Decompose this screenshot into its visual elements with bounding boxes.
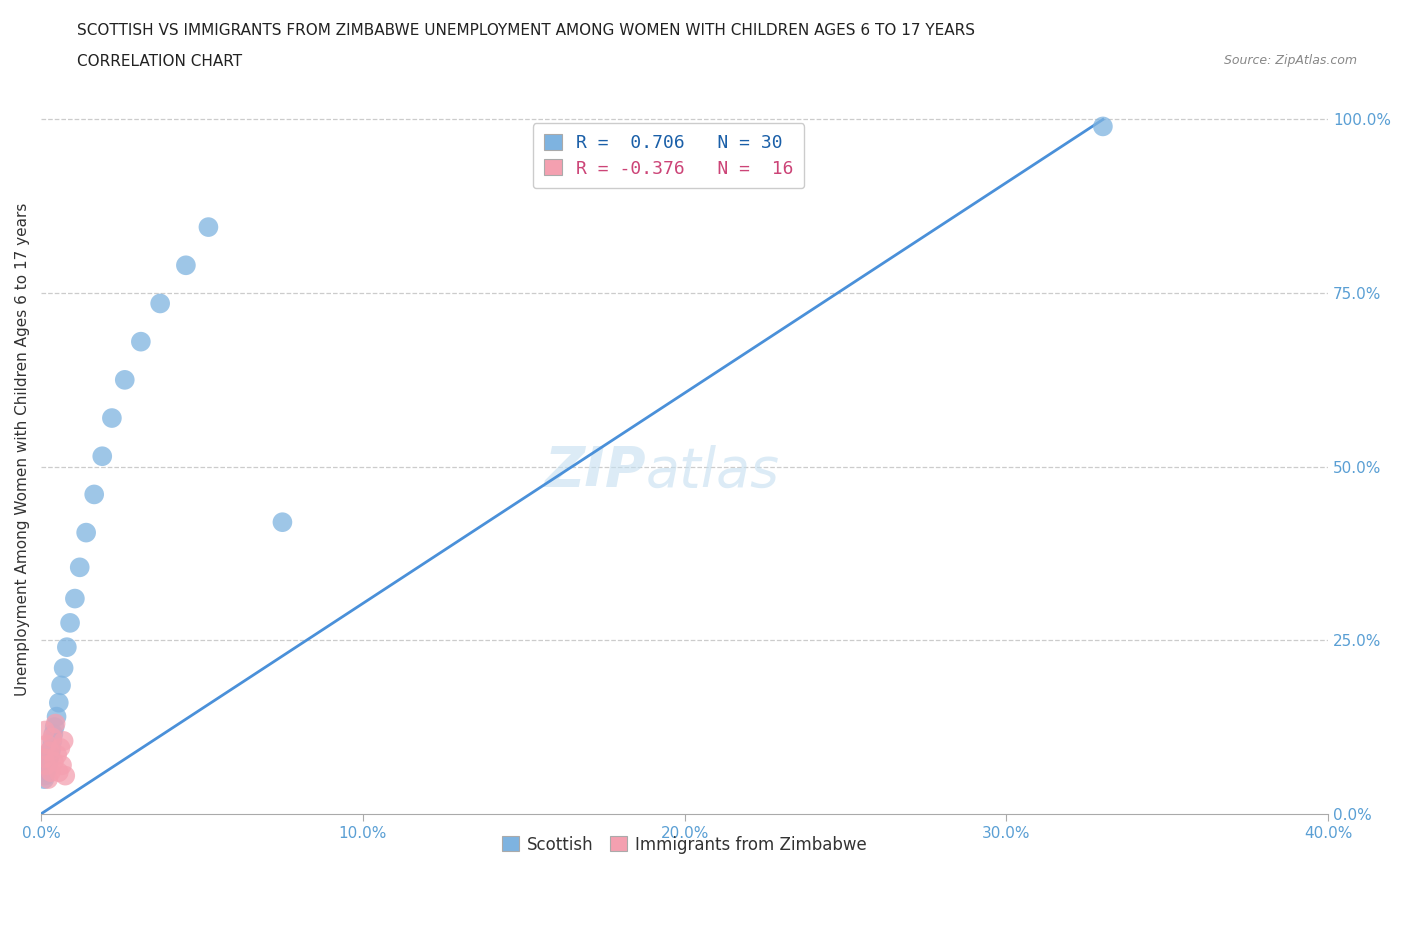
Point bbox=[41, 740, 63, 755]
Text: ZIP: ZIP bbox=[544, 445, 645, 498]
Point bbox=[69, 560, 91, 575]
Point bbox=[56, 640, 79, 655]
Point bbox=[52, 660, 75, 675]
Point bbox=[129, 334, 152, 349]
Point bbox=[49, 740, 72, 755]
Point bbox=[48, 696, 70, 711]
Point bbox=[83, 487, 105, 502]
Point bbox=[42, 726, 65, 741]
Legend: Scottish, Immigrants from Zimbabwe: Scottish, Immigrants from Zimbabwe bbox=[495, 829, 873, 860]
Point bbox=[46, 748, 69, 763]
Point bbox=[271, 515, 294, 530]
Point bbox=[35, 758, 58, 773]
Point bbox=[1091, 119, 1114, 134]
Point bbox=[38, 751, 60, 765]
Point bbox=[39, 764, 62, 779]
Point bbox=[41, 734, 63, 749]
Text: Source: ZipAtlas.com: Source: ZipAtlas.com bbox=[1223, 54, 1357, 67]
Point bbox=[75, 525, 97, 540]
Point bbox=[39, 748, 62, 763]
Point bbox=[52, 734, 75, 749]
Point bbox=[42, 754, 65, 769]
Point bbox=[38, 744, 60, 759]
Point bbox=[197, 219, 219, 234]
Point bbox=[45, 710, 67, 724]
Point bbox=[101, 411, 124, 426]
Point bbox=[39, 744, 62, 759]
Point bbox=[35, 764, 58, 779]
Point bbox=[35, 762, 58, 777]
Text: SCOTTISH VS IMMIGRANTS FROM ZIMBABWE UNEMPLOYMENT AMONG WOMEN WITH CHILDREN AGES: SCOTTISH VS IMMIGRANTS FROM ZIMBABWE UNE… bbox=[77, 23, 976, 38]
Point bbox=[48, 764, 70, 779]
Point bbox=[49, 678, 72, 693]
Point bbox=[37, 772, 59, 787]
Y-axis label: Unemployment Among Women with Children Ages 6 to 17 years: Unemployment Among Women with Children A… bbox=[15, 203, 30, 696]
Text: atlas: atlas bbox=[645, 445, 780, 498]
Point bbox=[149, 296, 172, 311]
Text: CORRELATION CHART: CORRELATION CHART bbox=[77, 54, 242, 69]
Point bbox=[34, 751, 56, 765]
Point bbox=[37, 754, 59, 769]
Point bbox=[37, 758, 59, 773]
Point bbox=[174, 258, 197, 272]
Point bbox=[44, 720, 66, 735]
Point bbox=[45, 716, 67, 731]
Point bbox=[35, 737, 58, 751]
Point bbox=[91, 449, 114, 464]
Point bbox=[59, 616, 82, 631]
Point bbox=[34, 772, 56, 787]
Point bbox=[53, 768, 76, 783]
Point bbox=[114, 372, 136, 387]
Point bbox=[63, 591, 86, 606]
Point bbox=[34, 768, 56, 783]
Point bbox=[51, 758, 73, 773]
Point bbox=[41, 730, 63, 745]
Point bbox=[34, 723, 56, 737]
